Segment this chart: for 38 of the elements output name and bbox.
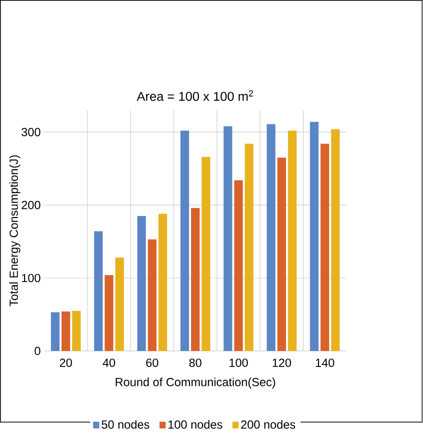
bar xyxy=(288,130,297,351)
y-tick-label: 100 xyxy=(22,274,41,282)
legend-label: 200 nodes xyxy=(241,420,296,429)
bar xyxy=(234,180,244,351)
bar xyxy=(116,258,124,351)
bar xyxy=(180,130,190,351)
bar xyxy=(94,231,103,351)
y-tick-label: 0 xyxy=(34,346,41,356)
bar xyxy=(104,275,114,351)
y-axis-title: Total Energy Consumption(J) xyxy=(10,155,20,306)
bar xyxy=(245,144,254,351)
bar xyxy=(320,144,330,351)
y-tick-label: 300 xyxy=(22,128,41,136)
x-tick-label: 120 xyxy=(272,358,292,367)
bar xyxy=(310,122,319,351)
x-tick-label: 100 xyxy=(230,358,248,367)
bar xyxy=(224,126,232,351)
bar xyxy=(62,312,70,351)
bar xyxy=(191,208,200,351)
bar xyxy=(202,156,210,351)
bar xyxy=(278,158,286,351)
legend-label: 50 nodes xyxy=(102,420,150,429)
legend-label: 100 nodes xyxy=(168,420,222,429)
bar xyxy=(51,312,60,351)
y-tick-label: 200 xyxy=(22,200,41,210)
bar xyxy=(266,124,276,351)
x-tick-label: 80 xyxy=(190,358,202,367)
bar xyxy=(158,214,168,351)
x-tick-label: 60 xyxy=(146,358,158,367)
bar xyxy=(148,239,157,351)
x-tick-label: 40 xyxy=(102,358,116,367)
x-tick-label: 20 xyxy=(60,358,72,367)
bar xyxy=(137,216,146,351)
chart-title: Area = 100 x 100 m$^{2}$ xyxy=(136,90,254,101)
x-tick-label: 140 xyxy=(316,358,334,367)
x-axis-title: Round of Communication(Sec) xyxy=(116,378,276,389)
bar xyxy=(331,129,340,351)
bar xyxy=(72,310,81,351)
